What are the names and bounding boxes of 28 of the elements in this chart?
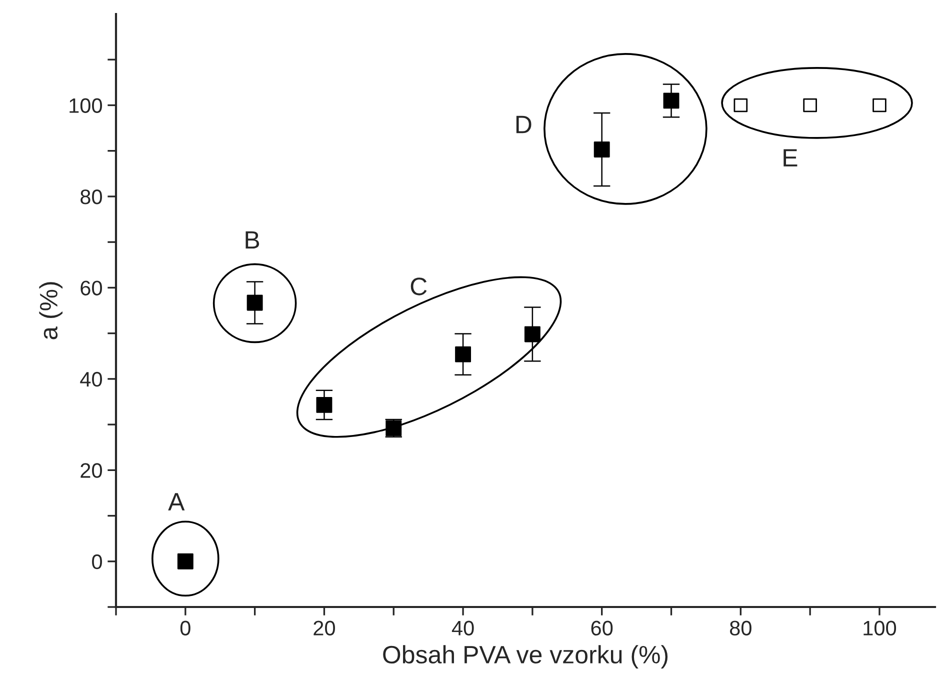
point: [316, 396, 332, 413]
point: [455, 346, 472, 362]
point: [177, 553, 194, 570]
annotation: C: [410, 278, 427, 296]
x-tick-label: 20: [314, 620, 335, 636]
y-axis-title: a (%): [39, 282, 62, 340]
x-axis-title: Obsah PVA ve vzorku (%): [383, 645, 668, 668]
point: [663, 92, 680, 109]
point: [734, 98, 748, 112]
annotation: A: [168, 493, 185, 510]
y-tick-label: 0: [92, 554, 102, 570]
x-tick-label: 80: [730, 620, 752, 636]
annotation: B: [246, 231, 260, 249]
x-tick-label: 0: [180, 620, 190, 636]
y-tick-label: 100: [70, 98, 102, 113]
annotation: E: [784, 149, 798, 166]
point: [803, 98, 817, 112]
x-tick-label: 100: [864, 620, 896, 636]
annotation: D: [516, 116, 532, 134]
x-tick-label: 60: [591, 620, 613, 636]
point: [524, 326, 540, 342]
y-tick-label: 80: [80, 189, 102, 204]
y-tick-label: 60: [80, 280, 102, 296]
y-tick-label: 20: [80, 463, 102, 478]
x-tick-label: 40: [452, 620, 474, 636]
y-tick-label: 40: [80, 372, 102, 387]
point: [872, 98, 886, 112]
point: [594, 142, 610, 158]
